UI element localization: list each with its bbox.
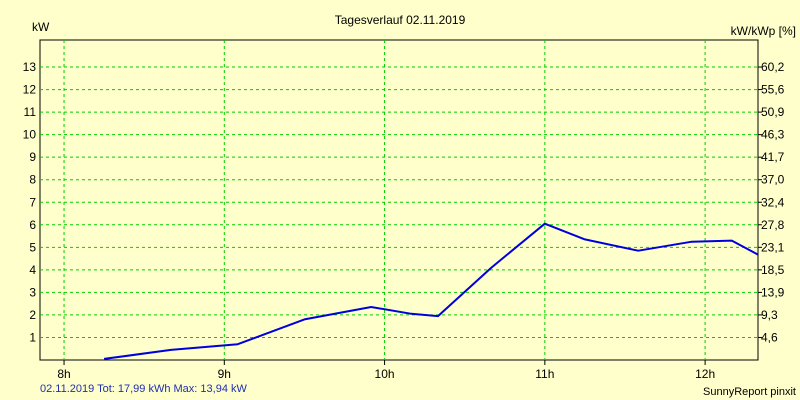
y-left-tick-label: 12 — [23, 83, 37, 97]
footer-credit: SunnyReport pinxit — [703, 386, 796, 398]
y-left-tick-label: 8 — [29, 173, 36, 187]
x-tick-label: 9h — [218, 367, 231, 381]
y-left-tick-label: 13 — [23, 60, 37, 74]
chart-title: Tagesverlauf 02.11.2019 — [335, 13, 466, 27]
y-left-tick-label: 2 — [29, 308, 36, 322]
y-right-tick-label: 27,8 — [761, 218, 785, 232]
y-right-tick-label: 13,9 — [761, 285, 785, 299]
y-right-tick-label: 46,3 — [761, 128, 785, 142]
y-right-tick-label: 4,6 — [761, 330, 778, 344]
y-left-tick-label: 1 — [29, 330, 36, 344]
power-series-line — [103, 222, 759, 360]
gridlines — [40, 40, 758, 360]
y-right-tick-label: 37,0 — [761, 173, 785, 187]
x-tick-label: 12h — [695, 367, 715, 381]
y-left-tick-label: 11 — [24, 105, 37, 119]
y-left-tick-label: 4 — [29, 263, 36, 277]
footer-summary: 02.11.2019 Tot: 17,99 kWh Max: 13,94 kW — [40, 383, 247, 395]
left-axis-unit: kW — [32, 20, 50, 34]
y-right-tick-label: 55,6 — [761, 83, 785, 97]
y-left-tick-label: 9 — [29, 150, 36, 164]
right-axis-ticks: 4,6 9,3 13,9 18,5 23,1 27,8 32,4 37,0 41,7 46,3 50… — [758, 60, 785, 344]
y-right-tick-label: 41,7 — [761, 150, 785, 164]
x-axis-ticks: 8h 9h 10h 11h 12h — [57, 360, 715, 381]
plot-area — [39, 39, 759, 361]
y-left-tick-label: 7 — [29, 195, 36, 209]
y-left-tick-label: 5 — [29, 240, 36, 254]
y-right-tick-label: 60,2 — [761, 60, 785, 74]
y-right-tick-label: 18,5 — [761, 263, 785, 277]
right-axis-unit: kW/kWp [%] — [731, 24, 796, 38]
x-tick-label: 10h — [375, 367, 395, 381]
y-left-tick-label: 6 — [29, 218, 36, 232]
x-tick-label: 8h — [57, 367, 70, 381]
y-right-tick-label: 23,1 — [761, 240, 785, 254]
y-right-tick-label: 9,3 — [761, 308, 778, 322]
y-left-tick-label: 3 — [29, 285, 36, 299]
y-right-tick-label: 32,4 — [761, 195, 785, 209]
x-tick-label: 11h — [535, 367, 554, 381]
y-right-tick-label: 50,9 — [761, 105, 785, 119]
y-left-tick-label: 10 — [23, 128, 37, 142]
